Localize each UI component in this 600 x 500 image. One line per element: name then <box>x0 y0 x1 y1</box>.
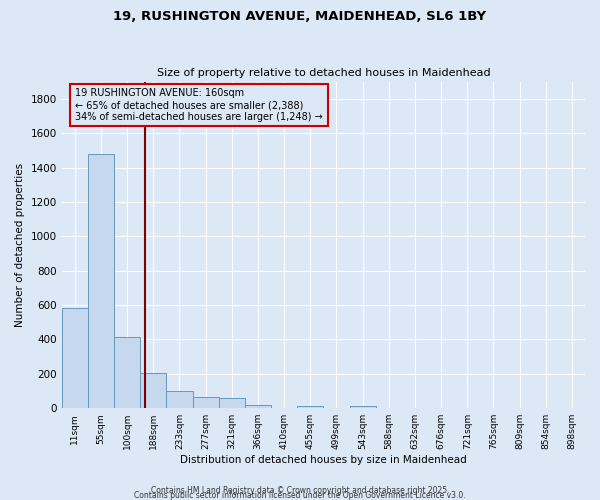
Text: 19, RUSHINGTON AVENUE, MAIDENHEAD, SL6 1BY: 19, RUSHINGTON AVENUE, MAIDENHEAD, SL6 1… <box>113 10 487 23</box>
Bar <box>140 373 166 408</box>
Bar <box>88 154 114 408</box>
Bar <box>62 308 88 408</box>
Text: 19 RUSHINGTON AVENUE: 160sqm
← 65% of detached houses are smaller (2,388)
34% of: 19 RUSHINGTON AVENUE: 160sqm ← 65% of de… <box>75 88 323 122</box>
Bar <box>245 405 271 408</box>
Title: Size of property relative to detached houses in Maidenhead: Size of property relative to detached ho… <box>157 68 490 78</box>
Text: Contains HM Land Registry data © Crown copyright and database right 2025.: Contains HM Land Registry data © Crown c… <box>151 486 449 495</box>
Bar <box>350 406 376 408</box>
Text: Contains public sector information licensed under the Open Government Licence v3: Contains public sector information licen… <box>134 491 466 500</box>
X-axis label: Distribution of detached houses by size in Maidenhead: Distribution of detached houses by size … <box>180 455 467 465</box>
Bar <box>166 391 193 408</box>
Bar <box>114 337 140 408</box>
Bar <box>193 397 218 408</box>
Bar <box>297 406 323 408</box>
Bar <box>218 398 245 408</box>
Y-axis label: Number of detached properties: Number of detached properties <box>15 163 25 327</box>
